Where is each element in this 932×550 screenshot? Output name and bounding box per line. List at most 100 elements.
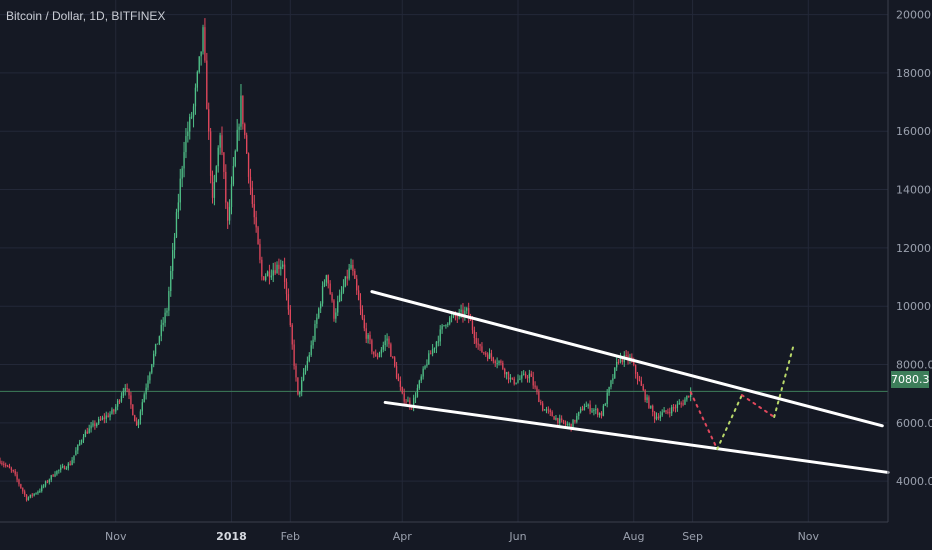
candle-body bbox=[388, 338, 390, 345]
candle bbox=[67, 462, 69, 471]
candle bbox=[445, 324, 447, 329]
candle bbox=[648, 395, 650, 409]
candle bbox=[335, 308, 337, 323]
candle-body bbox=[657, 416, 660, 419]
candle bbox=[132, 404, 134, 416]
candle bbox=[534, 381, 536, 390]
candle bbox=[390, 342, 392, 357]
candle-body bbox=[194, 87, 197, 107]
candle bbox=[384, 334, 386, 351]
candle-body bbox=[669, 412, 671, 414]
candle-body bbox=[671, 407, 673, 414]
candle bbox=[578, 411, 580, 420]
candle-body bbox=[543, 409, 546, 411]
candle-body bbox=[44, 481, 47, 486]
candle bbox=[409, 397, 411, 410]
candle-body bbox=[473, 330, 476, 339]
candle-body bbox=[475, 338, 477, 344]
candle bbox=[88, 424, 90, 434]
candle bbox=[574, 419, 576, 424]
candle bbox=[397, 373, 400, 382]
candle-body bbox=[464, 310, 466, 317]
candle bbox=[536, 385, 538, 395]
candle bbox=[170, 265, 172, 297]
candle bbox=[365, 322, 367, 344]
candle-body bbox=[50, 475, 52, 480]
candle-body bbox=[407, 400, 409, 402]
candle-body bbox=[361, 309, 364, 319]
candle-body bbox=[71, 460, 73, 465]
candle bbox=[202, 24, 204, 55]
candle bbox=[424, 365, 426, 370]
candle-body bbox=[217, 147, 219, 167]
candle bbox=[500, 359, 502, 366]
candle bbox=[496, 357, 498, 369]
candle bbox=[494, 359, 496, 367]
candle bbox=[555, 415, 557, 421]
candle bbox=[617, 358, 620, 365]
candle bbox=[278, 258, 280, 276]
candle bbox=[657, 413, 660, 421]
candle bbox=[96, 422, 98, 428]
candle bbox=[595, 404, 597, 415]
candles bbox=[0, 18, 692, 502]
candle-body bbox=[20, 484, 22, 489]
candle bbox=[587, 403, 589, 409]
candle bbox=[543, 409, 546, 411]
candle-body bbox=[128, 388, 130, 396]
candle bbox=[634, 364, 637, 379]
candle-body bbox=[244, 124, 246, 136]
candle-body bbox=[373, 351, 375, 355]
candle bbox=[388, 336, 390, 349]
candle bbox=[667, 408, 669, 415]
candle bbox=[672, 404, 675, 412]
candle-body bbox=[591, 410, 593, 412]
candle-body bbox=[359, 300, 362, 310]
candle-body bbox=[395, 366, 398, 378]
candle-body bbox=[302, 372, 305, 381]
candle bbox=[291, 323, 293, 350]
candle bbox=[101, 415, 104, 421]
candle-body bbox=[559, 418, 561, 424]
candle-body bbox=[185, 136, 187, 153]
candle bbox=[217, 145, 219, 173]
candle bbox=[498, 360, 500, 366]
candle-body bbox=[486, 354, 489, 359]
candle-body bbox=[90, 425, 92, 429]
candle bbox=[177, 193, 180, 219]
candle-body bbox=[452, 314, 455, 317]
candle-body bbox=[365, 328, 367, 339]
candle bbox=[190, 111, 193, 120]
candle bbox=[289, 305, 291, 327]
candle bbox=[394, 356, 396, 368]
candle bbox=[111, 407, 113, 415]
candle-body bbox=[568, 423, 570, 425]
candle-body bbox=[335, 312, 337, 319]
candle bbox=[46, 479, 49, 484]
candle-body bbox=[581, 408, 584, 411]
candle bbox=[65, 466, 68, 470]
candle-body bbox=[215, 166, 217, 182]
candle-body bbox=[686, 395, 688, 400]
candle bbox=[356, 274, 358, 295]
trendline-lower bbox=[383, 400, 890, 474]
candle-body bbox=[154, 344, 157, 354]
candle bbox=[301, 376, 303, 397]
candle-body bbox=[652, 405, 654, 413]
candle-body bbox=[308, 355, 310, 361]
candle bbox=[416, 384, 419, 398]
candle-body bbox=[116, 400, 119, 407]
candle-body bbox=[562, 420, 565, 423]
candle bbox=[251, 180, 254, 208]
candle bbox=[160, 319, 162, 342]
candle-body bbox=[257, 227, 259, 245]
candle bbox=[219, 132, 221, 155]
candle-body bbox=[115, 406, 117, 412]
candle-body bbox=[680, 403, 682, 405]
candle-body bbox=[496, 363, 498, 365]
candle bbox=[449, 316, 451, 326]
candle-body bbox=[124, 388, 126, 392]
candle-body bbox=[648, 397, 650, 408]
candle-body bbox=[433, 347, 436, 349]
